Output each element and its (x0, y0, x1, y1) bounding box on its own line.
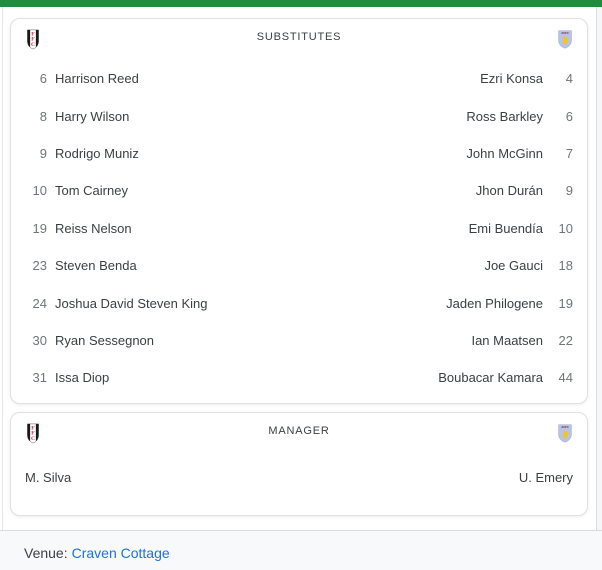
away-player-name: Ian Maatsen (471, 332, 543, 348)
away-substitute: Emi Buendía 10 (469, 221, 573, 236)
venue-link[interactable]: Craven Cottage (71, 545, 170, 561)
home-substitute: 31 Issa Diop (25, 370, 110, 386)
aston-villa-crest-icon (557, 423, 573, 444)
home-player-number: 24 (32, 295, 47, 311)
home-player-number: 30 (32, 332, 47, 348)
away-player-name: Boubacar Kamara (438, 370, 543, 386)
away-player-name: John McGinn (466, 145, 543, 161)
away-player-name: Ross Barkley (466, 108, 543, 124)
manager-names-row: M. Silva U. Emery (11, 470, 587, 485)
home-substitute: 30 Ryan Sessegnon (25, 333, 154, 348)
substitute-row: 9 Rodrigo Muniz John McGinn 7 (11, 135, 587, 172)
home-substitute: 10 Tom Cairney (25, 183, 128, 198)
page-left-border (2, 7, 3, 570)
home-substitute: 8 Harry Wilson (25, 108, 130, 124)
home-player-number: 23 (32, 258, 47, 274)
substitute-row: 10 Tom Cairney Jhon Durán 9 (11, 172, 587, 209)
away-player-name: Joe Gauci (484, 258, 543, 274)
home-player-number: 9 (39, 145, 47, 161)
substitute-row: 31 Issa Diop Boubacar Kamara 44 (11, 359, 587, 396)
away-player-name: Ezri Konsa (480, 71, 543, 87)
away-substitute: John McGinn 7 (466, 146, 573, 161)
substitutes-header: SUBSTITUTES (11, 19, 587, 50)
manager-title: MANAGER (268, 425, 330, 437)
venue-label: Venue: (24, 545, 68, 561)
away-substitute: Ian Maatsen 22 (471, 333, 573, 348)
away-player-number: 7 (565, 145, 573, 161)
home-player-name: Reiss Nelson (55, 220, 132, 236)
away-player-number: 10 (558, 220, 573, 236)
manager-header: MANAGER (11, 413, 587, 444)
home-player-name: Steven Benda (55, 258, 137, 274)
away-player-name: Jaden Philogene (446, 295, 543, 311)
substitutes-title: SUBSTITUTES (256, 31, 342, 43)
away-player-number: 9 (565, 183, 573, 199)
home-player-name: Tom Cairney (55, 183, 128, 199)
substitutes-rows: 6 Harrison Reed Ezri Konsa 4 8 Harry Wil… (11, 60, 587, 397)
home-player-number: 10 (32, 183, 47, 199)
away-substitute: Jhon Durán 9 (476, 183, 573, 198)
away-player-number: 19 (558, 295, 573, 311)
away-player-number: 18 (558, 258, 573, 274)
away-player-number: 22 (558, 332, 573, 348)
aston-villa-crest-icon (557, 29, 573, 50)
away-substitute: Ezri Konsa 4 (480, 71, 573, 86)
away-substitute: Jaden Philogene 19 (446, 296, 573, 311)
away-player-number: 4 (565, 71, 573, 87)
home-substitute: 23 Steven Benda (25, 258, 137, 273)
substitute-row: 6 Harrison Reed Ezri Konsa 4 (11, 60, 587, 97)
home-substitute: 6 Harrison Reed (25, 71, 139, 86)
home-substitute: 9 Rodrigo Muniz (25, 146, 139, 161)
home-player-name: Rodrigo Muniz (55, 145, 139, 161)
away-player-number: 44 (558, 370, 573, 386)
home-player-name: Harrison Reed (55, 71, 139, 87)
away-substitute: Joe Gauci 18 (484, 258, 573, 273)
home-substitute: 24 Joshua David Steven King (25, 295, 208, 311)
home-player-name: Joshua David Steven King (55, 295, 208, 311)
away-player-number: 6 (565, 108, 573, 124)
home-player-number: 19 (32, 220, 47, 236)
substitute-row: 24 Joshua David Steven King Jaden Philog… (11, 284, 587, 321)
substitute-row: 30 Ryan Sessegnon Ian Maatsen 22 (11, 322, 587, 359)
home-player-name: Ryan Sessegnon (55, 332, 155, 348)
away-player-name: Emi Buendía (468, 220, 543, 236)
home-player-number: 8 (39, 108, 47, 124)
home-player-name: Issa Diop (55, 370, 110, 386)
home-player-number: 6 (39, 71, 47, 87)
home-manager-name: M. Silva (25, 470, 72, 485)
top-accent-bar (0, 0, 602, 7)
manager-card: MANAGER M. Silva U. Emery (10, 412, 588, 516)
substitute-row: 8 Harry Wilson Ross Barkley 6 (11, 97, 587, 134)
away-manager-name: U. Emery (518, 470, 573, 485)
page-right-gutter (596, 7, 602, 570)
home-substitute: 19 Reiss Nelson (25, 221, 132, 236)
substitutes-card: SUBSTITUTES 6 Harrison Reed Ezri Konsa 4… (10, 18, 588, 404)
away-substitute: Boubacar Kamara 44 (438, 370, 573, 385)
venue-footer: Venue: Craven Cottage (0, 530, 602, 570)
home-player-number: 31 (32, 370, 47, 386)
substitute-row: 23 Steven Benda Joe Gauci 18 (11, 247, 587, 284)
away-player-name: Jhon Durán (475, 183, 543, 199)
home-player-name: Harry Wilson (55, 108, 130, 124)
away-substitute: Ross Barkley 6 (466, 109, 573, 124)
substitute-row: 19 Reiss Nelson Emi Buendía 10 (11, 210, 587, 247)
